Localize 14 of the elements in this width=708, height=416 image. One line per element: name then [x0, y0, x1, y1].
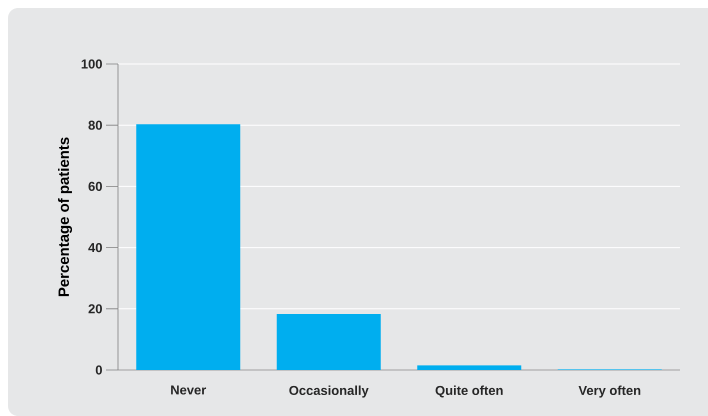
y-tick-label: 60 [88, 182, 102, 191]
y-tick-label: 0 [96, 365, 102, 375]
y-tick-label: 80 [88, 120, 102, 130]
y-tick-label: 40 [88, 243, 102, 252]
x-tick-label: Very often [578, 386, 640, 398]
y-axis-title: Percentage of patients [58, 138, 72, 296]
y-tick-label: 100 [82, 59, 102, 69]
x-tick-label: Quite often [436, 386, 503, 398]
bar [417, 365, 522, 370]
x-tick-label: Occasionally [289, 386, 369, 398]
bar [136, 124, 240, 370]
y-tick-label: 20 [88, 304, 102, 314]
bar [276, 314, 381, 370]
x-tick-label: Never [171, 386, 206, 395]
